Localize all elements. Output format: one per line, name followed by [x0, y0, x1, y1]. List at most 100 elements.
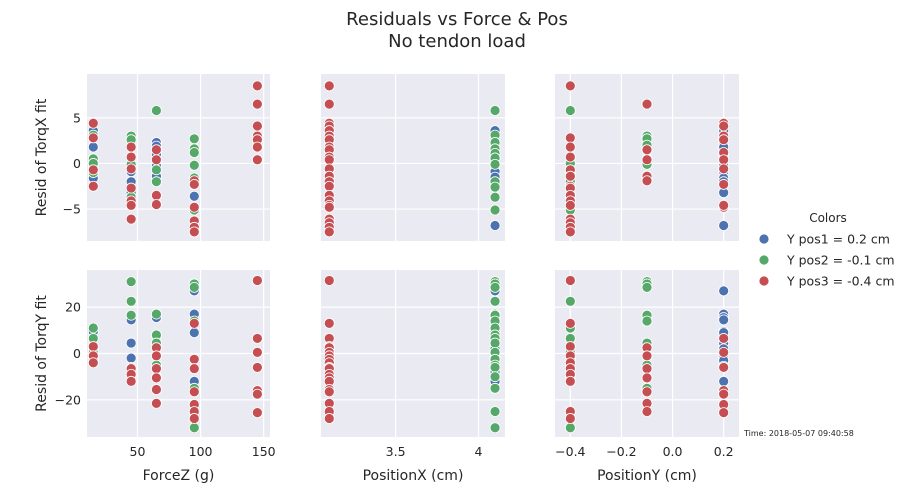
data-point: [323, 317, 335, 329]
data-point: [251, 275, 263, 286]
x-tick-label: 150: [252, 444, 276, 459]
x-tick-label: 4: [475, 444, 483, 459]
data-point: [125, 163, 137, 175]
x-axis-label: ForceZ (g): [143, 468, 215, 484]
data-point: [641, 175, 653, 187]
y-tick-label: 20: [65, 300, 81, 315]
data-point: [251, 333, 263, 344]
data-point: [641, 281, 653, 293]
x-axis-label: PositionY (cm): [597, 468, 697, 484]
data-point: [489, 158, 501, 170]
data-point: [718, 163, 730, 175]
series-pos3: [564, 275, 730, 424]
data-point: [151, 144, 162, 156]
data-point: [489, 371, 501, 383]
data-point: [151, 384, 162, 395]
data-point: [564, 413, 576, 424]
data-point: [718, 285, 730, 297]
data-point: [125, 182, 137, 194]
data-point: [564, 295, 576, 307]
legend-label: Y pos1 = 0.2 cm: [786, 232, 890, 247]
data-point: [188, 422, 200, 434]
data-point: [125, 352, 137, 364]
data-point: [188, 190, 200, 202]
x-axis-label: PositionX (cm): [363, 468, 464, 484]
data-point: [151, 199, 162, 210]
data-point: [641, 144, 653, 156]
data-point: [151, 189, 162, 201]
data-point: [125, 309, 137, 321]
data-point: [489, 362, 501, 373]
data-point: [87, 341, 99, 352]
data-point: [151, 164, 162, 176]
data-point: [489, 105, 501, 116]
data-point: [188, 147, 200, 158]
legend-entry-pos1: Y pos1 = 0.2 cm: [758, 232, 890, 247]
panel-background: [87, 74, 270, 241]
x-tick-label: 3.5: [386, 444, 406, 459]
data-point: [564, 105, 576, 116]
data-point: [251, 154, 263, 166]
data-point: [151, 397, 162, 409]
panel-r0-c0: −5 0 5 Resid of TorqX fit: [34, 74, 270, 241]
legend: Colors Y pos1 = 0.2 cm Y pos2 = -0.1 cm Y …: [758, 211, 895, 289]
series-pos2: [489, 276, 501, 434]
data-point: [718, 200, 730, 211]
data-point: [641, 98, 653, 110]
panel-r1-c2: −0.4 −0.2 0.0 0.2 PositionY (cm): [555, 270, 739, 484]
data-point: [87, 141, 99, 153]
data-point: [489, 220, 501, 231]
data-point: [151, 363, 162, 374]
data-point: [251, 141, 263, 153]
legend-marker: [758, 275, 770, 287]
data-point: [125, 200, 137, 211]
timestamp: Time: 2018-05-07 09:40:58: [743, 429, 854, 438]
legend-label: Y pos2 = -0.1 cm: [786, 253, 895, 268]
y-tick-label: −5: [63, 202, 81, 217]
data-point: [251, 80, 263, 92]
data-point: [323, 98, 335, 110]
data-point: [151, 154, 162, 166]
data-point: [251, 346, 263, 358]
series-pos3: [87, 80, 263, 238]
x-tick-label: −0.4: [555, 444, 585, 459]
data-point: [125, 375, 137, 387]
data-point: [718, 134, 730, 146]
y-axis-label: Resid of TorqX fit: [34, 98, 50, 216]
data-point: [87, 180, 99, 192]
data-point: [564, 170, 576, 182]
data-point: [564, 80, 576, 92]
data-point: [188, 201, 200, 213]
data-point: [323, 275, 335, 286]
data-point: [188, 363, 200, 374]
data-point: [718, 120, 730, 132]
data-point: [564, 275, 576, 286]
data-point: [718, 220, 730, 231]
data-point: [489, 191, 501, 203]
data-point: [718, 154, 730, 166]
figure-title-line1: Residuals vs Force & Pos: [346, 9, 568, 30]
x-tick-label: 100: [189, 444, 213, 459]
data-point: [125, 276, 137, 287]
data-point: [125, 213, 137, 225]
data-point: [718, 388, 730, 400]
series-pos3: [323, 275, 335, 424]
data-point: [718, 362, 730, 373]
data-point: [641, 154, 653, 166]
data-point: [323, 226, 335, 238]
data-point: [564, 341, 576, 352]
data-point: [718, 407, 730, 419]
data-point: [151, 176, 162, 188]
series-pos3: [87, 275, 263, 424]
data-point: [489, 337, 501, 349]
data-point: [125, 151, 137, 163]
data-point: [251, 362, 263, 373]
data-point: [251, 120, 263, 132]
data-point: [489, 281, 501, 293]
data-point: [188, 386, 200, 398]
data-point: [151, 350, 162, 362]
legend-label: Y pos3 = -0.4 cm: [786, 274, 895, 289]
data-point: [564, 317, 576, 329]
data-point: [125, 141, 137, 153]
data-point: [87, 132, 99, 144]
